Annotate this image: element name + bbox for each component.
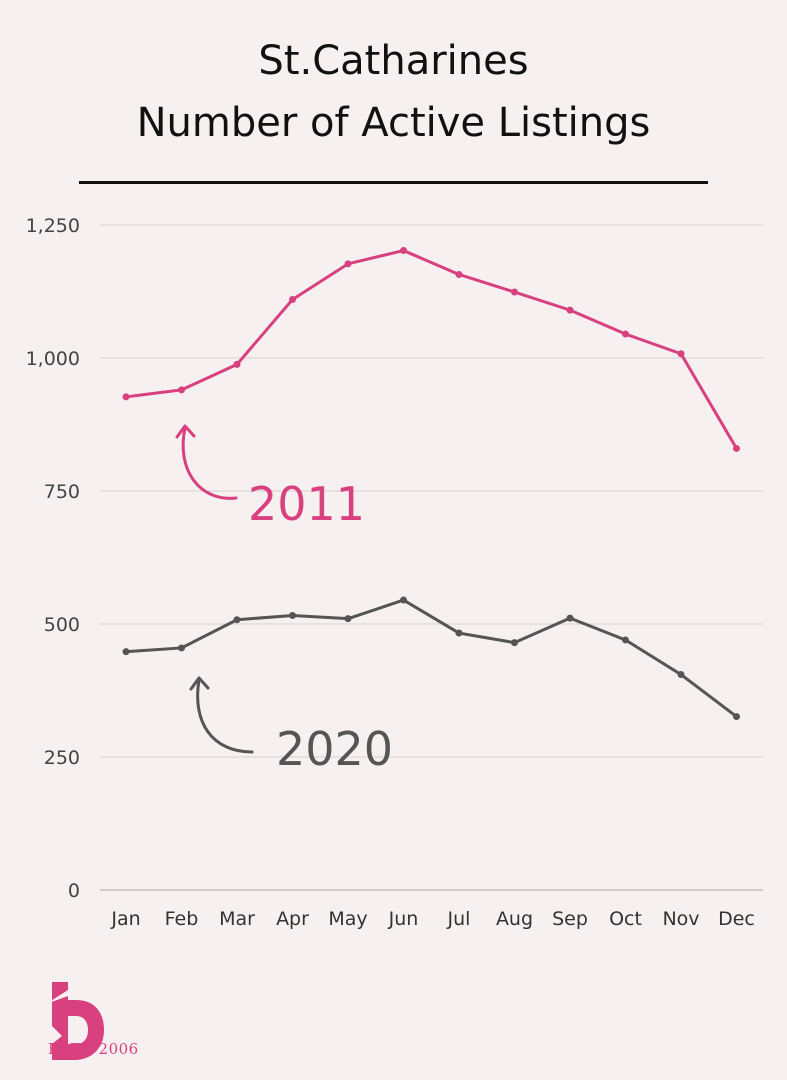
data-point-2020 [344,615,352,623]
data-point-2020 [677,671,685,679]
series-line-2011 [125,249,738,450]
established-text: ESTD 2006 [48,1040,139,1058]
y-tick-label: 750 [44,481,80,503]
title-divider [79,181,708,184]
data-point-2011 [178,386,185,394]
x-tick-label: Jan [110,908,140,930]
data-point-2011 [677,350,685,358]
data-point-2011 [122,393,130,401]
data-point-2011 [566,306,574,314]
data-point-2020 [233,616,241,624]
x-tick-label: Jul [447,908,471,930]
data-point-2020 [289,611,296,619]
b-brand-logo-icon [46,982,104,1060]
data-point-2011 [622,330,629,338]
series-label: 2020 [276,722,393,776]
annotation-arrowhead [189,676,210,691]
line-chart: 0 250 500 750 1,000 1,250 Jan Feb Mar Apr May Jun Ju… [26,215,763,930]
data-point-2011 [455,270,463,278]
x-tick-label: Jun [388,908,419,930]
x-tick-label: Sep [552,908,588,930]
data-point-2020 [733,713,740,721]
data-point-2011 [733,444,740,452]
annotation-arrowhead [175,424,196,439]
data-point-2020 [122,648,130,656]
data-point-2020 [622,636,629,644]
data-point-2011 [511,288,518,296]
data-point-2020 [566,614,574,622]
series-label: 2011 [248,477,365,531]
series-line-2020 [125,598,738,718]
data-point-2011 [400,247,407,255]
x-tick-label: Nov [662,908,699,930]
x-tick-label: Feb [165,908,199,930]
data-point-2011 [233,360,241,368]
data-point-2011 [344,260,352,268]
data-point-2020 [178,644,185,652]
x-tick-label: Dec [718,908,755,930]
data-point-2011 [289,295,296,303]
chart-title: St.Catharines Number of Active Listings [0,30,787,154]
y-tick-label: 1,000 [26,348,80,370]
data-point-2020 [511,639,518,647]
y-tick-label: 1,250 [26,215,80,237]
annotation-arrow [181,426,238,500]
x-tick-label: May [328,908,367,930]
data-point-2020 [400,596,407,604]
chart-title-line1: St.Catharines [258,38,529,84]
chart-title-line2: Number of Active Listings [136,100,651,146]
data-point-2020 [455,629,463,637]
x-tick-label: Oct [609,908,642,930]
y-tick-label: 250 [44,747,80,769]
x-tick-label: Apr [276,908,309,930]
x-tick-label: Aug [496,908,533,930]
y-tick-label: 500 [44,614,80,636]
y-tick-label: 0 [68,880,80,902]
annotation-arrow [196,678,254,754]
x-tick-label: Mar [219,908,255,930]
